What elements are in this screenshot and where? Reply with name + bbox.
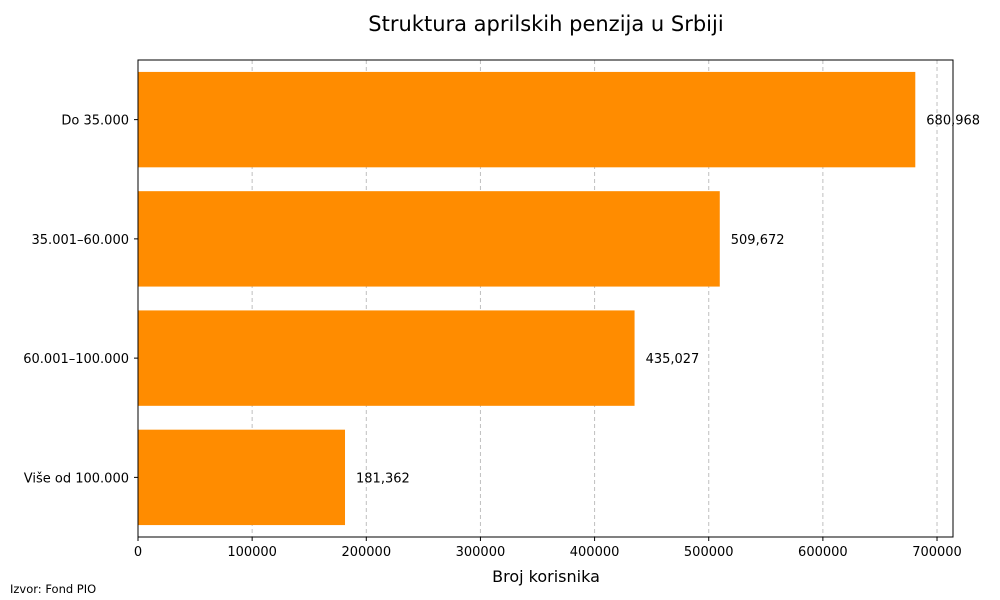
x-tick-label: 0 bbox=[134, 545, 142, 560]
y-axis: Do 35.000 35.001–60.000 60.001–100.000 Više… bbox=[23, 114, 138, 486]
y-tick-label: 35.001–60.000 bbox=[32, 233, 129, 248]
data-label: 435,027 bbox=[646, 352, 700, 367]
y-tick-label: Do 35.000 bbox=[61, 114, 129, 129]
x-tick-label: 200000 bbox=[341, 545, 391, 560]
x-tick-label: 600000 bbox=[798, 545, 848, 560]
bar bbox=[138, 71, 916, 168]
x-tick-label: 400000 bbox=[570, 545, 620, 560]
x-tick-label: 100000 bbox=[227, 545, 277, 560]
chart-title: Struktura aprilskih penzija u Srbiji bbox=[368, 12, 723, 36]
x-tick-label: 700000 bbox=[912, 545, 962, 560]
y-tick-label: 60.001–100.000 bbox=[23, 352, 129, 367]
y-tick-label: Više od 100.000 bbox=[24, 471, 129, 486]
data-label: 181,362 bbox=[356, 471, 410, 486]
x-axis-label: Broj korisnika bbox=[492, 567, 600, 586]
x-tick-label: 500000 bbox=[684, 545, 734, 560]
bar bbox=[138, 310, 635, 406]
x-axis: 0 100000 200000 300000 400000 500000 600000 700… bbox=[134, 537, 962, 560]
data-label: 509,672 bbox=[731, 233, 785, 248]
bar bbox=[138, 191, 720, 287]
bar bbox=[138, 429, 346, 526]
plot-frame bbox=[137, 59, 954, 538]
source-note: Izvor: Fond PIO bbox=[10, 582, 97, 596]
x-tick-label: 300000 bbox=[456, 545, 506, 560]
